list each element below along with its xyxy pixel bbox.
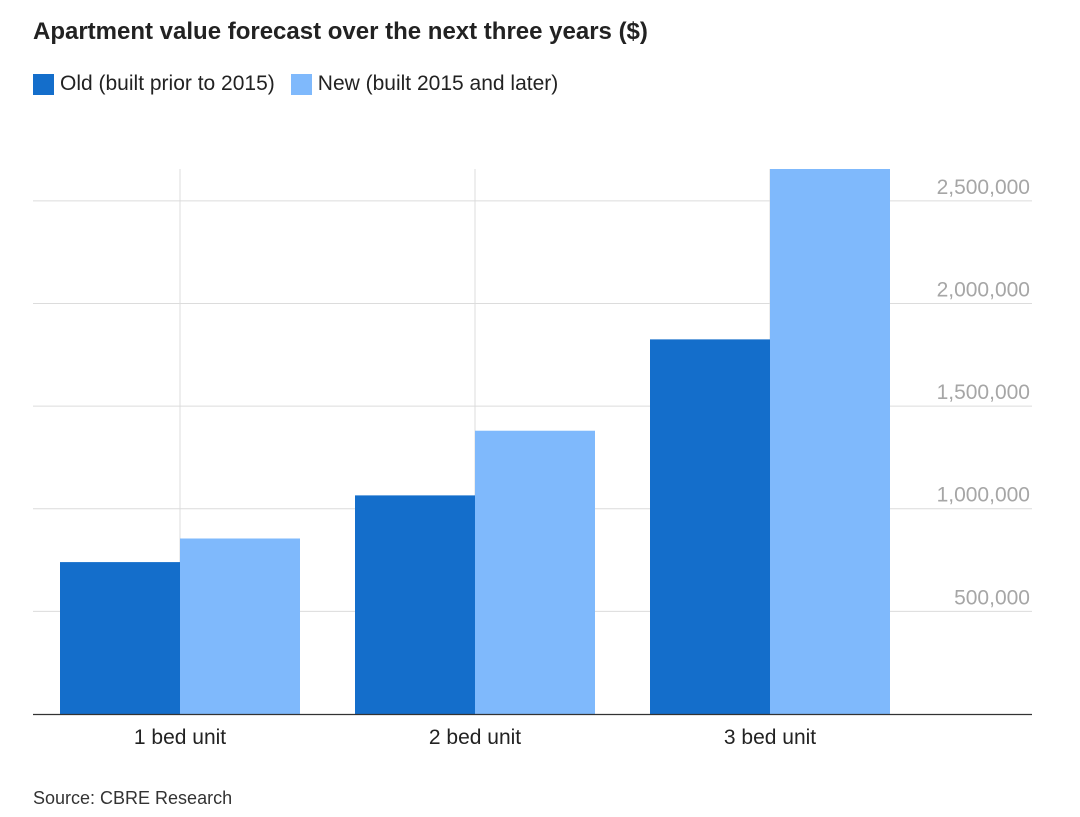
y-tick-label: 2,500,000 [937, 176, 1030, 199]
legend-swatch-new [290, 73, 312, 95]
y-tick-label: 2,000,000 [937, 278, 1030, 301]
legend-item-new: New (built 2015 and later) [290, 72, 559, 96]
x-tick-label: 2 bed unit [429, 726, 521, 749]
legend-swatch-old [33, 73, 54, 95]
chart-title: Apartment value forecast over the next t… [33, 18, 648, 45]
bar-old-2 [355, 495, 475, 714]
bar-new-3 [770, 169, 890, 714]
legend-label-new: New (built 2015 and later) [317, 72, 559, 95]
legend-label-old: Old (built prior to 2015) [60, 72, 275, 95]
y-tick-label: 500,000 [954, 586, 1030, 609]
y-tick-label: 1,000,000 [937, 484, 1030, 507]
bar-old-1 [60, 562, 180, 714]
y-tick-label: 1,500,000 [937, 381, 1030, 404]
source-note: Source: CBRE Research [33, 788, 233, 808]
legend-item-old: Old (built prior to 2015) [33, 72, 275, 96]
bar-new-2 [475, 430, 595, 714]
x-tick-label: 1 bed unit [134, 726, 226, 749]
bar-new-1 [180, 538, 300, 714]
legend: Old (built prior to 2015) New (built 201… [33, 72, 574, 96]
bar-old-3 [650, 339, 770, 714]
x-tick-label: 3 bed unit [724, 726, 816, 749]
